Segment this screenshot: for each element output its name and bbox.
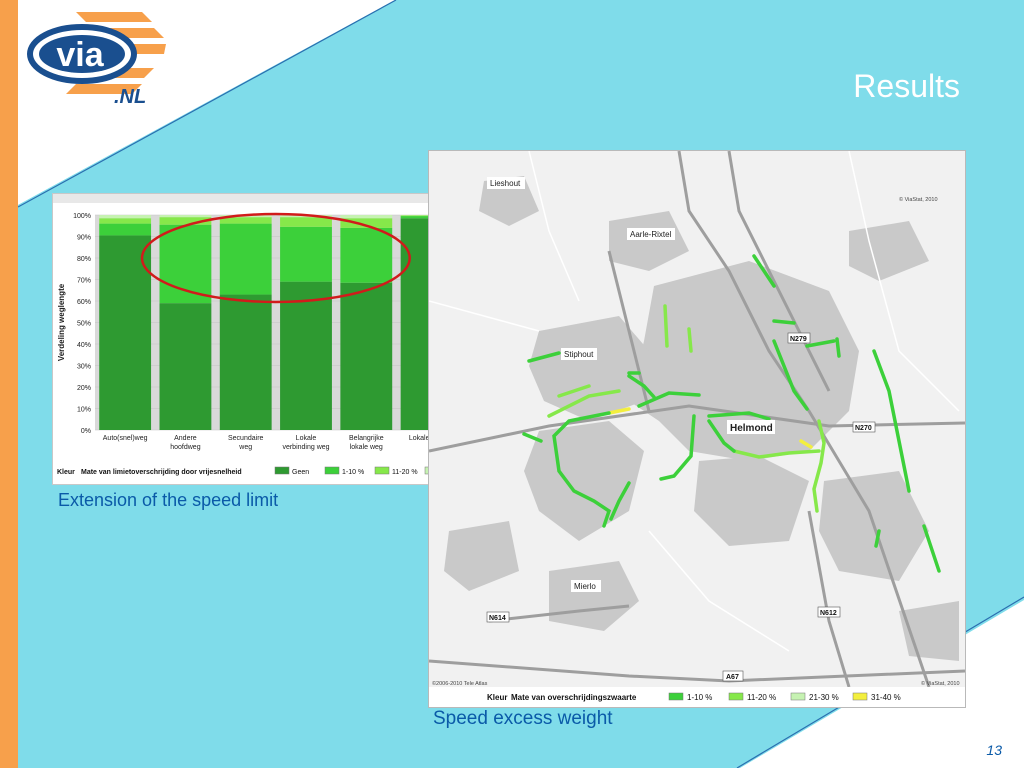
place-aarle-rixtel: Aarle-Rixtel [630, 230, 672, 239]
chart-legend-title: Mate van limietoverschrijding door vrije… [81, 469, 242, 476]
place-mierlo: Mierlo [574, 582, 596, 591]
map-legend-item-21-30: 21-30 % [809, 693, 839, 702]
map-legend-swatch-11-20 [728, 692, 744, 701]
bar-segment [340, 282, 393, 430]
bar-segment [280, 217, 332, 227]
left-orange-sidebar [0, 0, 18, 768]
x-tick-label: Lokale [296, 435, 317, 442]
y-axis-label: Verdeling weglengte [57, 283, 66, 361]
y-tick-label: 70% [77, 278, 91, 285]
caption-speed-excess-weight: Speed excess weight [433, 708, 613, 729]
place-helmond: Helmond [730, 423, 773, 434]
x-tick-label: Lokale weg [409, 435, 445, 442]
road-n279: N279 [790, 336, 807, 343]
bar-segment [99, 215, 152, 219]
y-tick-label: 80% [77, 256, 91, 263]
logo-suffix: .NL [114, 86, 146, 108]
bar-segment [159, 217, 212, 225]
map-legend-swatch-1-10 [668, 692, 684, 701]
map-legend-label: Kleur [487, 693, 507, 702]
chart-legend-label: Kleur [57, 469, 75, 476]
map-legend: Kleur Mate van overschrijdingszwaarte 1-… [487, 692, 901, 702]
bar-segment [99, 223, 152, 236]
map-panel: Lieshout Aarle-Rixtel Stiphout Helmond M… [428, 150, 966, 708]
chart-legend-item: Geen [292, 469, 309, 476]
highlight-ellipse [140, 212, 411, 304]
map-legend-item-31-40: 31-40 % [871, 693, 901, 702]
minor-roads [428, 150, 960, 652]
chart-legend-item: 1-10 % [342, 469, 364, 476]
bar-segment [340, 215, 393, 219]
page-number: 13 [986, 742, 1002, 758]
x-tick-label: Belangrijke [349, 435, 384, 442]
bar-segment [340, 218, 393, 228]
chart-legend-swatch [374, 466, 390, 475]
bar-segment [340, 227, 393, 283]
bar-segment [159, 303, 212, 430]
map-legend-swatch-21-30 [790, 692, 806, 701]
y-tick-label: 20% [77, 385, 91, 392]
caption-speed-limit-extension: Extension of the speed limit [58, 490, 279, 510]
map-legend-item-1-10: 1-10 % [687, 693, 712, 702]
road-n612: N612 [820, 610, 837, 617]
chart-legend-item: 11-20 % [392, 469, 418, 476]
slide-title: Results [853, 68, 960, 104]
urban-areas [444, 176, 959, 661]
top-divider-line [17, 0, 397, 208]
bar-segment [280, 281, 332, 430]
road-a67: A67 [726, 674, 739, 681]
place-stiphout: Stiphout [564, 350, 594, 359]
place-lieshout: Lieshout [490, 179, 521, 188]
helmond-map: Lieshout Aarle-Rixtel Stiphout Helmond M… [428, 150, 966, 707]
x-tick-label: Auto(snel)weg [103, 435, 148, 442]
bar-segment [280, 226, 332, 282]
x-tick-label: lokale weg [350, 444, 383, 451]
chart-top-bar [53, 194, 525, 203]
road-n614: N614 [489, 615, 506, 622]
map-labels: Lieshout Aarle-Rixtel Stiphout Helmond M… [487, 177, 938, 592]
chart-legend-swatch [324, 466, 340, 475]
map-legend-item-11-20: 11-20 % [747, 693, 776, 702]
logo-word: via [56, 36, 104, 74]
y-tick-label: 10% [77, 407, 91, 414]
map-legend-swatch-31-40 [852, 692, 868, 701]
bar-segment [219, 223, 272, 295]
bar-segment [400, 215, 453, 217]
bar-segment [99, 235, 152, 430]
bar-segment [219, 217, 272, 224]
y-tick-label: 0% [81, 428, 91, 435]
map-copyright-top: © ViaStat, 2010 [899, 196, 938, 203]
x-tick-label: Secundaire [228, 435, 264, 442]
y-tick-label: 90% [77, 235, 91, 242]
y-tick-label: 30% [77, 364, 91, 371]
bar-segment [99, 218, 152, 224]
map-legend-title: Mate van overschrijdingszwaarte [511, 693, 637, 702]
bar-segment [219, 294, 272, 430]
x-tick-label: verbinding weg [282, 444, 329, 451]
map-copyright-bottom-left: ©2006-2010 Tele Atlas [432, 680, 488, 687]
y-tick-label: 50% [77, 321, 91, 328]
x-tick-label: Andere [174, 435, 197, 442]
road-n270: N270 [855, 425, 872, 432]
x-tick-label: hoofdweg [170, 444, 200, 451]
map-copyright-bottom-right: © ViaStat, 2010 [921, 680, 960, 687]
bar-segment [400, 216, 453, 219]
y-tick-label: 60% [77, 299, 91, 306]
y-tick-label: 100% [73, 213, 91, 220]
chart-legend-swatch [274, 466, 290, 475]
bar-segment [159, 215, 212, 218]
y-tick-label: 40% [77, 342, 91, 349]
via-logo: via .NL [27, 12, 166, 108]
speed-excess-segments [522, 254, 941, 573]
x-tick-label: weg [238, 444, 252, 451]
road-shields: N279 N270 N612 N614 A67 [486, 332, 876, 682]
